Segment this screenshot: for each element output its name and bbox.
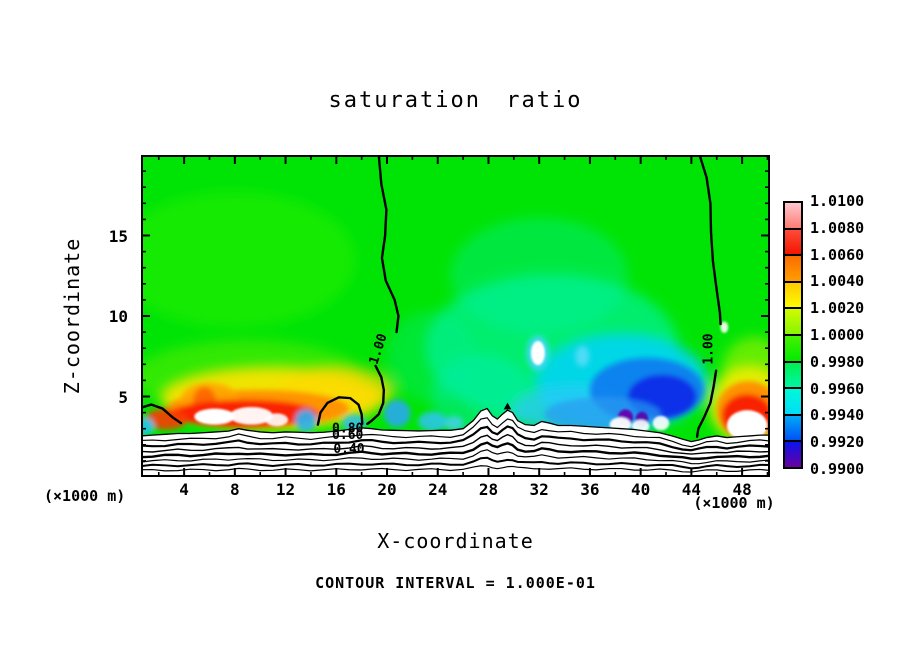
x-tick-label: 44 <box>681 480 701 499</box>
colorbar-segment <box>785 413 801 441</box>
terrain-contour-line <box>141 465 770 473</box>
y-axis-label: Z-coordinate <box>60 237 84 395</box>
field-blob <box>141 192 356 328</box>
field-blob <box>530 340 545 366</box>
x-tick-label: 8 <box>230 480 240 499</box>
field-blob <box>726 410 768 441</box>
colorbar-label: 0.9920 <box>810 433 865 452</box>
y-tick-label: 10 <box>108 307 128 326</box>
colorbar-label: 1.0000 <box>810 326 865 344</box>
terrain-contour-line <box>141 433 770 455</box>
contour-line <box>698 155 722 326</box>
colorbar-segment <box>785 387 801 414</box>
x-tick-label: 40 <box>631 480 651 499</box>
contour-line <box>695 369 718 438</box>
chart-title: saturation ratio <box>328 88 583 113</box>
contour-label: 0.60 <box>332 428 363 443</box>
colorbar-segment <box>785 203 801 228</box>
colorbar-label: 1.0080 <box>810 218 865 237</box>
contour-label: 1.00 <box>701 333 716 364</box>
colorbar-label: 1.0040 <box>810 272 865 291</box>
plot-area: 1.00 1.000.800.600.40 <box>141 155 770 477</box>
terrain-peak-marker <box>503 402 512 410</box>
y-units-label: (×1000 m) <box>44 487 126 505</box>
field-blob <box>544 397 661 432</box>
field-blob <box>450 217 628 334</box>
colorbar-label: 0.9980 <box>810 352 865 371</box>
field-blob <box>575 345 590 367</box>
x-tick-label: 4 <box>179 480 189 499</box>
colorbar-segment <box>785 360 801 388</box>
field-blob <box>445 415 464 431</box>
x-axis-label: X-coordinate <box>377 529 534 553</box>
colorbar-label: 0.9900 <box>810 460 865 478</box>
field-blob <box>194 408 235 425</box>
colorbar-label: 0.9940 <box>810 406 865 425</box>
colorbar-segment <box>785 333 801 361</box>
x-tick-label: 48 <box>732 480 752 499</box>
x-tick-label: 28 <box>478 480 499 499</box>
contour-line <box>366 364 386 426</box>
contour-label: 0.80 <box>332 422 363 437</box>
contour-line <box>316 396 364 426</box>
terrain-surface-line <box>141 407 770 443</box>
terrain-contour-line <box>141 449 770 465</box>
contour-line <box>141 403 183 425</box>
x-tick-label: 12 <box>275 480 296 499</box>
field-blob <box>144 408 188 430</box>
field-blob <box>295 409 317 432</box>
y-tick-label: 5 <box>118 387 128 407</box>
terrain-contour-line <box>141 425 770 452</box>
x-tick-label: 20 <box>377 480 397 499</box>
colorbar-label: 1.0020 <box>810 299 865 318</box>
field-blob <box>265 413 289 427</box>
terrain <box>141 408 770 477</box>
colorbar-label: 0.9960 <box>810 379 865 398</box>
x-tick-label: 24 <box>428 480 448 499</box>
field-blob <box>229 406 273 425</box>
terrain-contour-line <box>141 441 770 460</box>
contour-field: 1.00 1.000.800.600.40 <box>141 155 770 477</box>
field-blob <box>418 411 448 432</box>
field-blob <box>652 415 670 431</box>
terrain-contour-line <box>141 456 770 470</box>
colorbar-label: 1.0060 <box>810 245 865 264</box>
field-blob <box>720 321 729 333</box>
x-units-label: (×1000 m) <box>693 494 775 512</box>
contour-line <box>377 155 400 334</box>
x-tick-label: 16 <box>326 480 346 499</box>
colorbar-label: 1.0100 <box>810 192 865 210</box>
colorbar-segment <box>785 440 801 467</box>
colorbar <box>783 201 803 469</box>
contour-label: 0.40 <box>333 442 364 457</box>
colorbar-segment <box>785 280 801 308</box>
contour-interval-note: CONTOUR INTERVAL = 1.000E-01 <box>315 574 596 592</box>
colorbar-segment <box>785 307 801 334</box>
field-blob <box>141 417 155 436</box>
colorbar-segment <box>785 254 801 281</box>
field-blob <box>387 311 476 402</box>
field-blob <box>383 399 411 428</box>
x-tick-label: 32 <box>529 480 549 499</box>
colorbar-segment <box>785 227 801 255</box>
terrain-contour-line <box>141 417 770 448</box>
y-tick-label: 15 <box>108 226 128 246</box>
x-tick-label: 36 <box>580 480 600 499</box>
